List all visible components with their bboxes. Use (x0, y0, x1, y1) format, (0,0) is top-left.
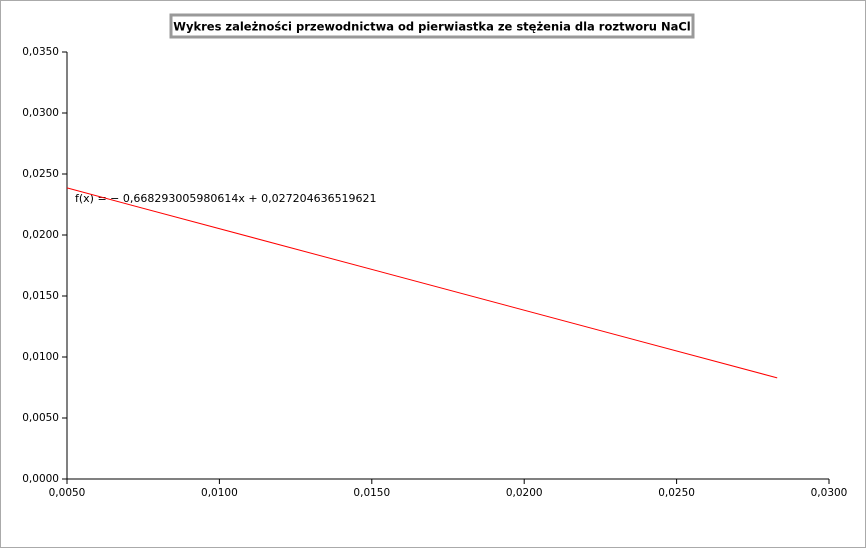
y-tick-label: 0,0250 (22, 168, 59, 180)
x-tick-label: 0,0200 (506, 487, 543, 499)
y-tick-label: 0,0300 (22, 107, 59, 119)
y-tick-label: 0,0350 (22, 46, 59, 58)
y-tick-label: 0,0200 (22, 229, 59, 241)
y-tick-label: 0,0000 (22, 473, 59, 485)
x-tick-label: 0,0100 (201, 487, 238, 499)
y-tick-label: 0,0150 (22, 290, 59, 302)
x-tick-label: 0,0300 (811, 487, 848, 499)
title-box (169, 13, 695, 39)
line-series (66, 187, 778, 379)
x-tick-label: 0,0250 (658, 487, 695, 499)
x-tick-label: 0,0050 (49, 487, 86, 499)
annotation: f(x) = − 0,668293005980614x + 0,02720463… (75, 192, 377, 205)
x-tick-label: 0,0150 (353, 487, 390, 499)
y-tick-label: 0,0100 (22, 351, 59, 363)
chart-title: Wykres zależności przewodnictwa od pierw… (173, 20, 690, 34)
y-tick-label: 0,0050 (22, 412, 59, 424)
